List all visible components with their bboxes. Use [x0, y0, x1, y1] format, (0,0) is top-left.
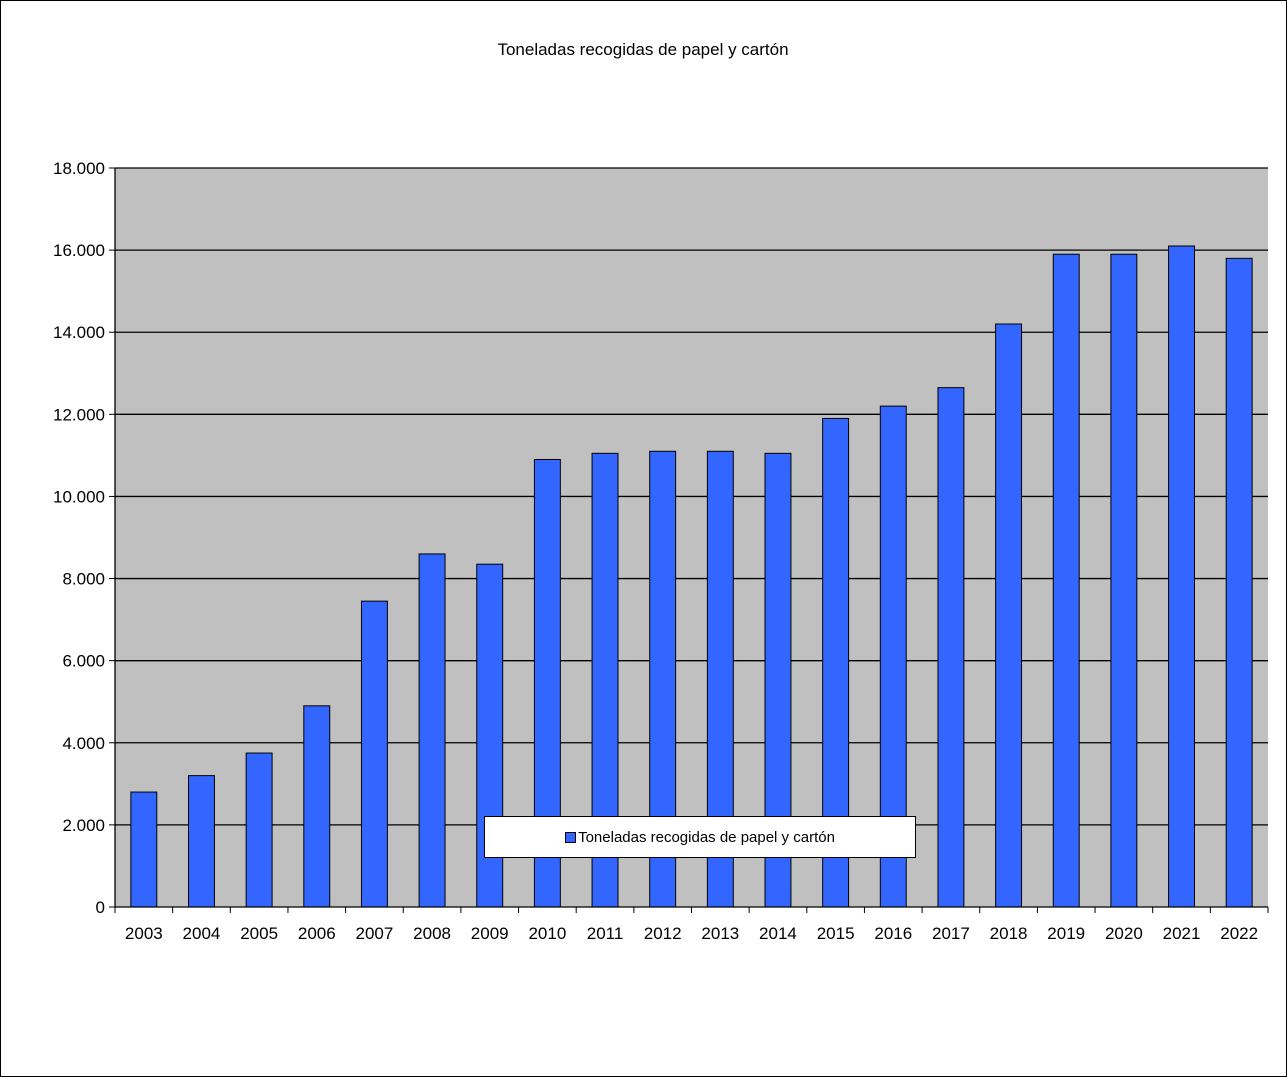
y-tick-label: 16.000 — [53, 241, 105, 260]
y-tick-label: 14.000 — [53, 323, 105, 342]
x-tick-label: 2005 — [240, 924, 278, 943]
bar — [245, 752, 273, 908]
x-tick-label: 2006 — [298, 924, 336, 943]
legend-label: Toneladas recogidas de papel y cartón — [578, 828, 835, 846]
bar — [937, 387, 965, 908]
y-tick-label: 6.000 — [62, 652, 105, 671]
x-tick-label: 2009 — [471, 924, 509, 943]
y-tick-label: 4.000 — [62, 734, 105, 753]
bar — [1225, 257, 1253, 908]
x-tick-label: 2003 — [125, 924, 163, 943]
chart-title: Toneladas recogidas de papel y cartón — [497, 40, 788, 59]
x-tick-label: 2013 — [701, 924, 739, 943]
bar — [130, 791, 158, 908]
x-tick-label: 2004 — [183, 924, 221, 943]
bar — [995, 323, 1023, 908]
x-tick-label: 2008 — [413, 924, 451, 943]
legend: Toneladas recogidas de papel y cartón — [484, 816, 916, 858]
y-tick-label: 0 — [96, 898, 105, 917]
y-tick-label: 8.000 — [62, 570, 105, 589]
x-tick-label: 2018 — [990, 924, 1028, 943]
plot-background — [115, 168, 1268, 907]
x-tick-label: 2016 — [874, 924, 912, 943]
bar — [1110, 253, 1138, 908]
x-tick-label: 2015 — [817, 924, 855, 943]
x-tick-label: 2019 — [1047, 924, 1085, 943]
x-tick-label: 2022 — [1220, 924, 1258, 943]
legend-swatch — [565, 831, 577, 843]
x-tick-label: 2021 — [1163, 924, 1201, 943]
x-tick-label: 2017 — [932, 924, 970, 943]
x-tick-label: 2020 — [1105, 924, 1143, 943]
bar — [418, 553, 446, 908]
bar — [1052, 253, 1080, 908]
x-tick-label: 2007 — [356, 924, 394, 943]
bar — [303, 705, 331, 908]
bar — [188, 775, 215, 908]
y-tick-label: 10.000 — [53, 487, 105, 506]
x-tick-label: 2011 — [587, 924, 624, 943]
y-tick-label: 2.000 — [62, 816, 105, 835]
y-tick-label: 12.000 — [53, 405, 105, 424]
x-tick-label: 2014 — [759, 924, 797, 943]
y-tick-label: 18.000 — [53, 159, 105, 178]
bar — [360, 600, 388, 908]
bar — [1168, 245, 1195, 908]
x-tick-label: 2010 — [528, 924, 566, 943]
x-tick-label: 2012 — [644, 924, 682, 943]
